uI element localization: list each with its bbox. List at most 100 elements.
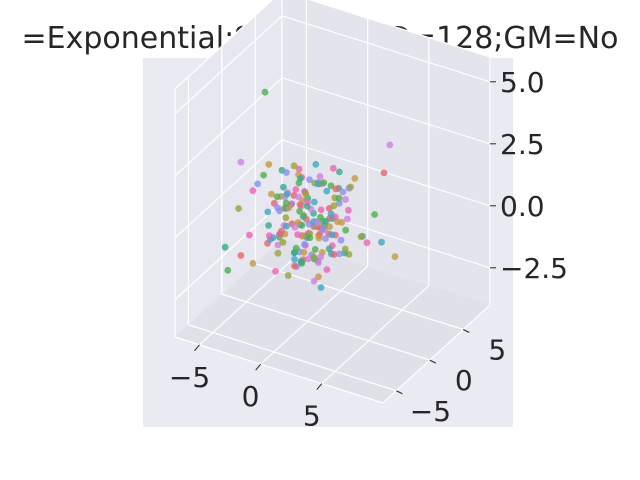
data-point xyxy=(378,238,385,246)
x-grid-floor xyxy=(321,285,430,385)
data-point xyxy=(305,255,312,263)
data-point xyxy=(300,248,308,256)
data-point xyxy=(273,193,281,201)
data-point xyxy=(274,204,281,212)
data-point xyxy=(291,262,298,270)
pane-edge xyxy=(174,336,384,404)
data-point xyxy=(336,168,343,176)
data-point xyxy=(268,190,275,198)
data-point xyxy=(292,186,300,193)
data-point xyxy=(312,161,320,168)
data-point xyxy=(314,180,322,188)
data-point xyxy=(301,240,308,248)
data-point xyxy=(345,206,352,214)
data-point xyxy=(330,202,338,210)
data-point xyxy=(310,198,318,206)
data-point xyxy=(342,226,350,234)
data-point xyxy=(351,175,359,182)
data-point xyxy=(276,230,284,238)
data-point xyxy=(319,226,327,233)
data-point xyxy=(391,253,399,260)
y-grid-floor xyxy=(188,324,397,392)
data-point xyxy=(237,252,245,259)
data-point xyxy=(306,176,313,184)
data-point xyxy=(280,183,287,191)
data-point xyxy=(224,266,232,274)
tick-labels: −505 −505−2.50.02.55.0 xyxy=(169,66,568,433)
data-point xyxy=(327,210,335,218)
data-point xyxy=(282,199,290,207)
data-point xyxy=(246,231,253,239)
data-point xyxy=(274,249,282,257)
x-tick-label: 5 xyxy=(303,400,321,433)
z-tick-label: 0.0 xyxy=(500,190,545,223)
data-point xyxy=(323,266,331,273)
data-point xyxy=(303,203,311,210)
data-point xyxy=(335,194,343,202)
data-point xyxy=(294,231,301,239)
data-point xyxy=(347,183,354,191)
data-point xyxy=(265,161,273,168)
data-point xyxy=(325,245,333,253)
data-point xyxy=(339,188,347,196)
data-point xyxy=(336,250,343,258)
data-point xyxy=(272,268,279,275)
data-point xyxy=(357,233,365,241)
z-grid-side xyxy=(174,201,283,301)
z-tick-label: 5.0 xyxy=(500,66,545,99)
data-point xyxy=(323,187,331,195)
data-point xyxy=(306,234,314,242)
data-point xyxy=(295,193,302,201)
pane-edge xyxy=(174,0,274,90)
data-point xyxy=(371,211,378,218)
x-tick-mark xyxy=(316,383,323,390)
x-tick-label: −5 xyxy=(169,361,210,394)
x-grid-floor xyxy=(260,265,369,365)
data-point xyxy=(363,239,371,247)
pane-edge xyxy=(308,0,491,58)
data-point xyxy=(322,235,329,243)
z-grid-back xyxy=(281,15,491,83)
y-tick-mark xyxy=(429,359,437,364)
data-point xyxy=(274,241,282,249)
data-point xyxy=(326,223,333,231)
data-point xyxy=(335,199,343,207)
data-point xyxy=(284,272,292,279)
z-tick-label: −2.5 xyxy=(500,252,568,285)
data-point xyxy=(315,259,322,267)
data-point xyxy=(296,175,304,182)
data-point xyxy=(317,206,325,214)
data-point xyxy=(282,214,290,222)
data-point xyxy=(317,284,325,291)
data-point xyxy=(380,169,388,177)
data-point xyxy=(291,255,298,263)
data-point xyxy=(386,141,394,149)
data-points xyxy=(221,88,399,291)
y-tick-label: −5 xyxy=(410,395,451,428)
data-point xyxy=(261,88,269,96)
data-point xyxy=(283,169,290,176)
data-point xyxy=(291,223,299,231)
data-point xyxy=(260,171,267,179)
data-point xyxy=(332,185,340,193)
data-point xyxy=(299,213,307,221)
data-point xyxy=(328,231,336,239)
data-point xyxy=(235,205,243,212)
y-grid-floor xyxy=(221,293,430,361)
data-point xyxy=(285,204,293,212)
data-point xyxy=(315,273,322,281)
data-point xyxy=(320,179,328,187)
z-tick-label: 2.5 xyxy=(500,128,545,161)
data-point xyxy=(221,243,229,251)
floor-pane xyxy=(175,239,490,403)
data-point xyxy=(322,217,330,225)
data-point xyxy=(290,162,298,170)
data-point xyxy=(329,164,337,172)
y-tick-label: 0 xyxy=(455,364,473,397)
data-point xyxy=(337,236,345,244)
x-tick-label: 0 xyxy=(242,380,260,413)
data-point xyxy=(295,165,303,173)
x-grid-floor xyxy=(199,246,307,346)
y-tick-mark xyxy=(463,329,470,333)
data-point xyxy=(310,253,318,261)
